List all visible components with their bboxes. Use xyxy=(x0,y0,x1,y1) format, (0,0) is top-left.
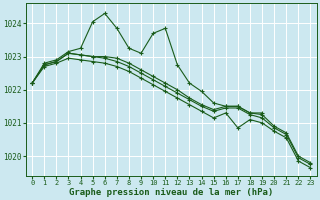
X-axis label: Graphe pression niveau de la mer (hPa): Graphe pression niveau de la mer (hPa) xyxy=(69,188,274,197)
